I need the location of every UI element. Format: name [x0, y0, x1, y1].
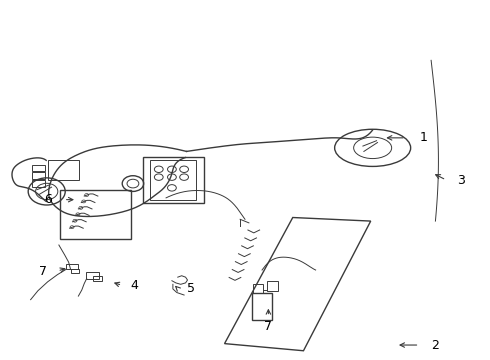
Text: 2: 2 — [431, 338, 439, 351]
Bar — [267, 281, 278, 291]
Bar — [48, 160, 79, 180]
Bar — [71, 269, 79, 273]
Bar — [31, 172, 45, 179]
Bar — [252, 293, 272, 320]
Text: 6: 6 — [44, 193, 51, 206]
Text: 7: 7 — [265, 320, 272, 333]
Text: 3: 3 — [457, 174, 465, 186]
Bar — [86, 272, 99, 279]
Text: 4: 4 — [130, 279, 138, 292]
Bar — [143, 157, 203, 203]
Text: 7: 7 — [39, 265, 47, 278]
Bar — [60, 190, 130, 239]
Bar — [66, 264, 78, 269]
Bar — [31, 180, 45, 187]
Bar — [253, 284, 263, 293]
Bar — [31, 165, 45, 171]
Text: 5: 5 — [187, 283, 195, 296]
Bar — [94, 276, 102, 281]
Bar — [150, 160, 196, 200]
Text: 1: 1 — [419, 131, 427, 144]
